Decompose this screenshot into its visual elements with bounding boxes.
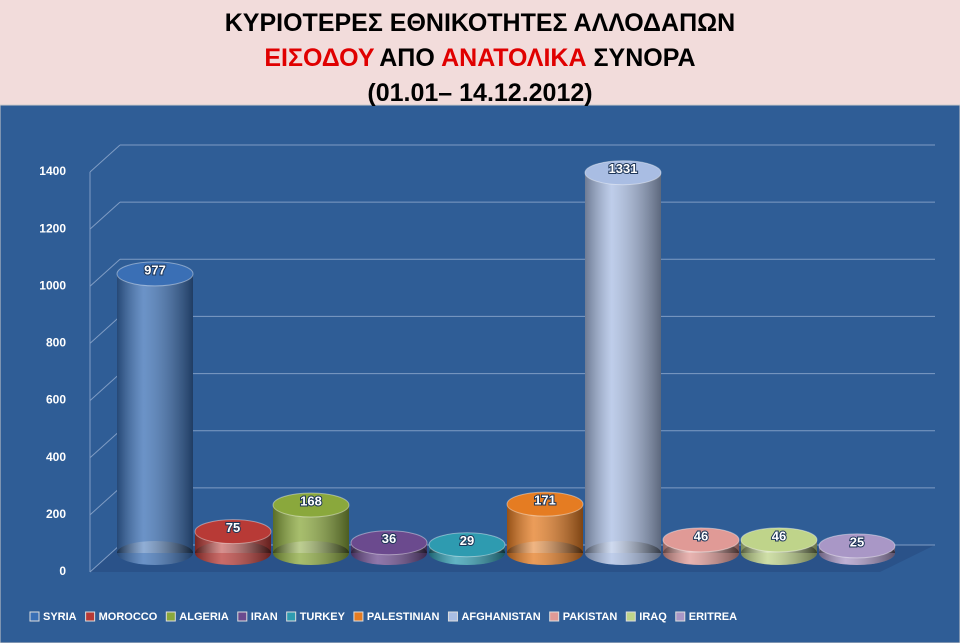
- value-label: 977: [144, 262, 166, 277]
- title-part: (01.01– 14.12.2012): [367, 79, 592, 107]
- legend-label: PAKISTAN: [563, 611, 618, 623]
- value-label: 29: [460, 533, 474, 548]
- bar-top: [662, 527, 740, 553]
- title-part: ΑΠΟ: [379, 44, 434, 72]
- legend-swatch: [549, 611, 560, 622]
- title-part: ΕΙΣΟΔΟΥ: [264, 44, 374, 72]
- grid-line: [89, 316, 121, 344]
- bar-shade: [585, 172, 661, 553]
- legend-swatch: [85, 611, 96, 622]
- legend-swatch: [286, 611, 297, 622]
- value-label: 46: [772, 528, 786, 543]
- grid-line: [89, 373, 121, 401]
- value-label: 171: [534, 493, 556, 508]
- legend-swatch: [29, 611, 40, 622]
- y-tick-label: 200: [46, 507, 66, 521]
- y-tick-label: 600: [46, 393, 66, 407]
- bar-top: [740, 527, 818, 553]
- legend-label: PALESTINIAN: [367, 611, 440, 623]
- bar-top: [584, 160, 662, 186]
- bar-top: [818, 533, 896, 559]
- chart-title: (01.01– 14.12.2012): [367, 79, 592, 107]
- bar-top: [506, 491, 584, 517]
- y-tick-label: 400: [46, 450, 66, 464]
- bar-shade: [117, 273, 193, 553]
- legend-swatch: [447, 611, 458, 622]
- bar-top: [116, 261, 194, 287]
- value-label: 46: [694, 528, 708, 543]
- legend-swatch: [165, 611, 176, 622]
- y-tick-label: 1400: [39, 164, 66, 178]
- legend-swatch: [353, 611, 364, 622]
- bar-top: [272, 492, 350, 518]
- value-label: 36: [382, 531, 396, 546]
- title-part: ΣΥΝΟΡΑ: [594, 44, 696, 72]
- chart-title: ΚΥΡΙΟΤΕΡΕΣ ΕΘΝΙΚΟΤΗΤΕΣ ΑΛΛΟΔΑΠΩΝ: [225, 9, 736, 37]
- grid-line: [89, 201, 121, 230]
- legend-label: IRAQ: [639, 611, 667, 623]
- y-tick-label: 0: [59, 564, 66, 578]
- y-tick-label: 800: [46, 336, 66, 350]
- y-tick-label: 1200: [39, 221, 66, 235]
- grid-line: [89, 144, 121, 173]
- legend-label: ALGERIA: [179, 611, 229, 623]
- legend-swatch: [675, 611, 686, 622]
- legend-label: ERITREA: [689, 611, 737, 623]
- value-label: 1331: [609, 161, 638, 176]
- grid-line: [89, 544, 121, 573]
- legend-label: IRAN: [251, 611, 278, 623]
- value-label: 75: [226, 520, 240, 535]
- legend-label: SYRIA: [43, 611, 77, 623]
- legend-label: TURKEY: [300, 611, 346, 623]
- grid-line: [89, 487, 121, 516]
- title-part: ΑΝΑΤΟΛΙΚΑ: [441, 44, 586, 72]
- bar-top: [350, 530, 428, 556]
- value-label: 168: [300, 493, 322, 508]
- legend-label: MOROCCO: [99, 611, 158, 623]
- bar-top: [194, 519, 272, 545]
- legend-swatch: [625, 611, 636, 622]
- legend-label: AFGHANISTAN: [461, 611, 540, 623]
- chart-title: ΕΙΣΟΔΟΥ ΑΠΟ ΑΝΑΤΟΛΙΚΑ ΣΥΝΟΡΑ: [264, 44, 695, 72]
- value-label: 25: [850, 534, 864, 549]
- grid-line: [89, 430, 121, 459]
- grid-line: [89, 258, 121, 287]
- legend-swatch: [237, 611, 248, 622]
- title-band: [0, 0, 960, 105]
- bar-top: [428, 532, 506, 558]
- title-part: ΚΥΡΙΟΤΕΡΕΣ ΕΘΝΙΚΟΤΗΤΕΣ ΑΛΛΟΔΑΠΩΝ: [225, 9, 736, 37]
- y-tick-label: 1000: [39, 278, 66, 292]
